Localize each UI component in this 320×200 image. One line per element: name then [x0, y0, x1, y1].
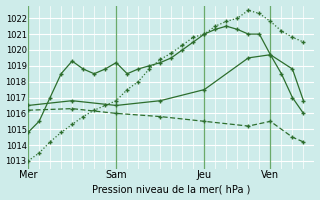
- X-axis label: Pression niveau de la mer( hPa ): Pression niveau de la mer( hPa ): [92, 184, 251, 194]
